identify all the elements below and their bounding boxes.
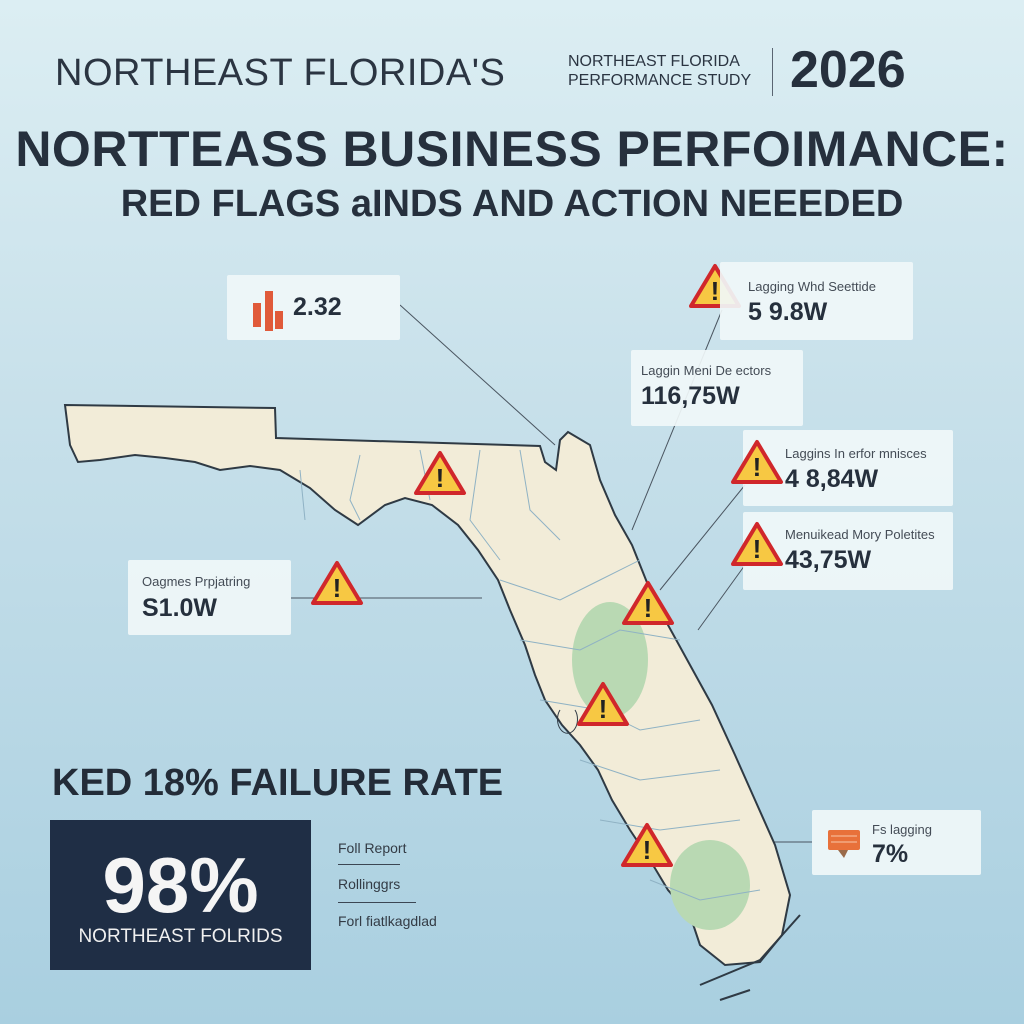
callout-label: Fs lagging <box>872 822 932 837</box>
link-rollings[interactable]: Rollinggrs <box>338 876 401 892</box>
callout-card: Lagging Whd Seettide 5 9.8W <box>720 262 913 340</box>
florida-keys <box>699 914 801 1001</box>
svg-text:!: ! <box>711 276 720 306</box>
callout-label: Laggins In erfor mnisces <box>785 446 927 461</box>
callout-card: Oagmes Prpjatring S1.0W <box>128 560 291 635</box>
callout-card: Laggin Meni De ectors 116,75W <box>631 350 803 426</box>
florida-landmass <box>63 403 792 967</box>
header-year: 2026 <box>790 41 906 99</box>
warning-icon: ! <box>621 823 673 867</box>
divider <box>338 864 400 865</box>
tampa-bay <box>557 709 578 734</box>
svg-text:!: ! <box>643 835 652 865</box>
callout-value: 7% <box>872 840 909 868</box>
main-title: NORTTEASS BUSINESS PERFOIMANCE: <box>15 121 1009 177</box>
callout-card: Fs lagging 7% <box>812 810 981 875</box>
callout-value: 4 8,84W <box>785 465 879 493</box>
main-subtitle: RED FLAGS aINDS AND ACTION NEEEDED <box>120 183 904 225</box>
callout-card: ! Menuikead Mory Poletites 43,75W <box>731 512 953 590</box>
callout-card: ! Laggins In erfor mnisces 4 8,84W <box>731 430 953 506</box>
link-flagged[interactable]: Forl fiatlkagdlad <box>338 913 437 929</box>
svg-text:!: ! <box>753 452 762 482</box>
callout-label: Oagmes Prpjatring <box>142 574 251 589</box>
warning-icon: ! <box>577 682 629 726</box>
warning-icon: ! <box>311 561 363 605</box>
study-label: NORTHEAST FLORIDA PERFORMANCE STUDY <box>568 52 751 90</box>
callout-value: 116,75W <box>641 382 740 410</box>
failure-stat-panel: 98% NORTHEAST FOLRIDS <box>50 820 311 970</box>
green-area <box>670 840 750 930</box>
warning-icon: ! <box>731 522 783 566</box>
failure-big-label: NORTHEAST FOLRIDS <box>78 926 283 947</box>
chat-icon <box>828 830 860 858</box>
link-full-report[interactable]: Foll Report <box>338 840 407 856</box>
callout-card: 2.32 <box>227 275 400 340</box>
warning-icon: ! <box>414 451 466 495</box>
callout-value: 2.32 <box>293 293 342 321</box>
callout-label: Lagging Whd Seettide <box>748 279 876 294</box>
header-divider <box>772 48 773 96</box>
connector-line <box>399 304 556 446</box>
svg-text:!: ! <box>333 573 342 603</box>
connector-lines <box>291 304 812 843</box>
failure-rate-heading: KED 18% FAILURE RATE <box>52 762 504 804</box>
divider <box>338 902 416 903</box>
callout-label: Menuikead Mory Poletites <box>785 527 935 542</box>
warning-icon: ! <box>731 440 783 484</box>
connector-line <box>697 564 746 631</box>
callout-label: Laggin Meni De ectors <box>641 363 772 378</box>
svg-text:!: ! <box>644 593 653 623</box>
buildings-icon <box>253 291 283 331</box>
callout-value: S1.0W <box>142 594 218 622</box>
study-line-2: PERFORMANCE STUDY <box>568 72 752 89</box>
svg-text:!: ! <box>436 463 445 493</box>
study-line-1: NORTHEAST FLORIDA <box>568 53 740 70</box>
callout-value: 5 9.8W <box>748 298 828 326</box>
svg-text:!: ! <box>599 694 608 724</box>
header-left-title: NORTHEAST FLORIDA'S <box>55 52 506 94</box>
svg-text:!: ! <box>753 534 762 564</box>
warning-icon: ! <box>622 581 674 625</box>
failure-big-value: 98% <box>102 841 259 929</box>
connector-line <box>659 484 746 591</box>
callout-value: 43,75W <box>785 546 872 574</box>
